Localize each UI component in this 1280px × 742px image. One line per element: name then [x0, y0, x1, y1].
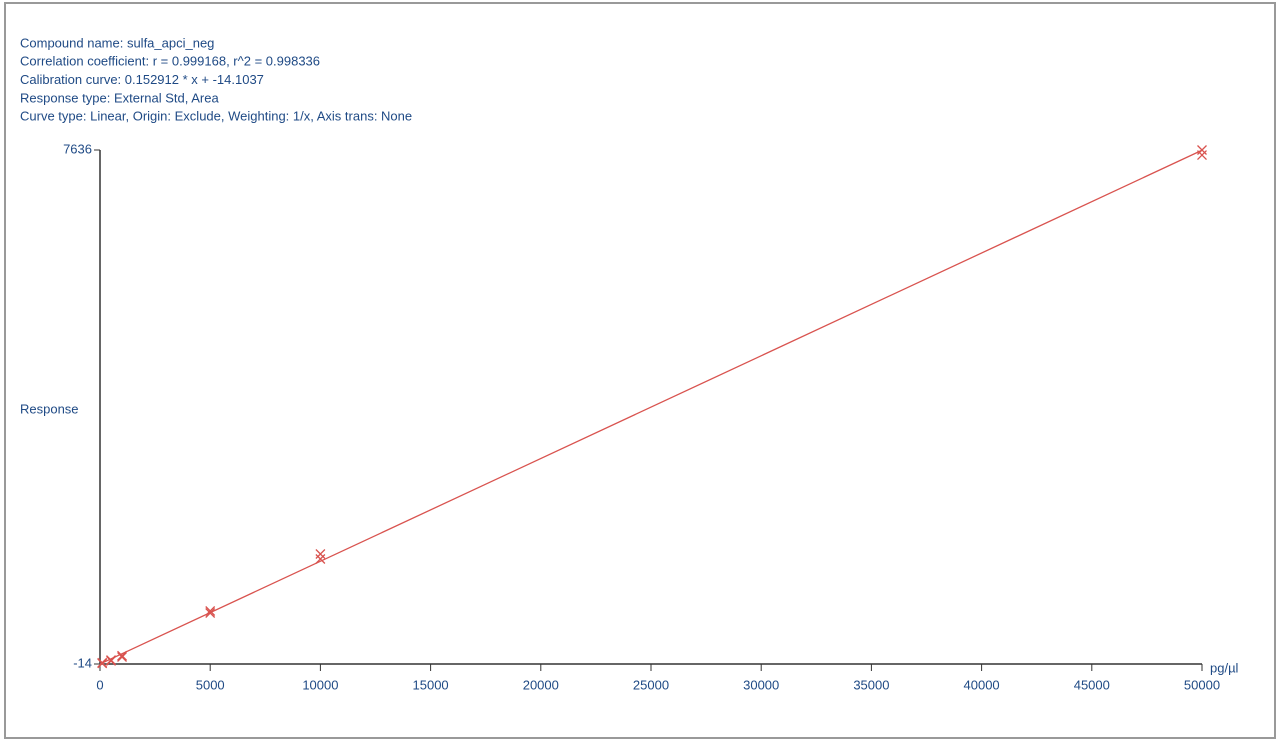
- data-point: [205, 608, 216, 618]
- y-tick-label: 7636: [63, 141, 92, 156]
- x-tick-label: 20000: [523, 677, 559, 692]
- data-point: [117, 650, 127, 661]
- info-line: Correlation coefficient: r = 0.999168, r…: [20, 54, 320, 69]
- data-point: [1197, 150, 1207, 160]
- x-tick-label: 10000: [302, 677, 338, 692]
- fit-line: [99, 149, 1203, 665]
- data-point: [205, 606, 216, 616]
- x-tick-label: 40000: [964, 677, 1000, 692]
- info-line: Response type: External Std, Area: [20, 90, 219, 105]
- info-line: Compound name: sulfa_apci_neg: [20, 35, 214, 50]
- x-tick-label: 30000: [743, 677, 779, 692]
- x-tick-label: 35000: [853, 677, 889, 692]
- frame: [4, 2, 1276, 739]
- data-point: [315, 554, 326, 564]
- x-tick-label: 5000: [196, 677, 225, 692]
- data-point: [315, 549, 326, 559]
- data-point: [117, 652, 127, 662]
- data-point: [1197, 145, 1207, 155]
- x-tick-label: 0: [96, 677, 103, 692]
- data-point: [97, 657, 108, 668]
- x-tick-label: 50000: [1184, 677, 1220, 692]
- info-line: Curve type: Linear, Origin: Exclude, Wei…: [20, 109, 412, 124]
- data-point: [106, 655, 116, 665]
- info-line: Calibration curve: 0.152912 * x + -14.10…: [20, 72, 264, 87]
- x-tick-label: 45000: [1074, 677, 1110, 692]
- y-axis-label: Response: [20, 401, 79, 416]
- x-tick-label: 25000: [633, 677, 669, 692]
- x-axis-label: pg/µl: [1210, 660, 1239, 675]
- data-point: [106, 656, 116, 666]
- y-tick-label: -14: [73, 655, 92, 670]
- x-tick-label: 15000: [413, 677, 449, 692]
